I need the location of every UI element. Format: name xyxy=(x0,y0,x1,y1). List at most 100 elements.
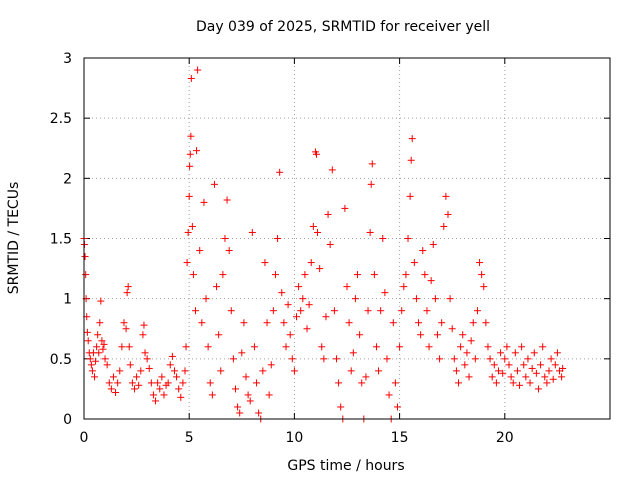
data-point xyxy=(372,343,380,351)
data-point xyxy=(312,150,320,158)
data-point xyxy=(183,259,191,267)
data-point xyxy=(318,343,326,351)
data-point xyxy=(389,319,397,327)
data-point xyxy=(396,343,404,351)
data-point xyxy=(547,355,555,363)
data-point xyxy=(442,192,450,200)
data-point xyxy=(128,379,136,387)
data-point xyxy=(109,373,117,381)
data-point xyxy=(400,283,408,291)
data-point xyxy=(503,343,511,351)
data-point xyxy=(184,228,192,236)
data-point xyxy=(225,247,233,255)
data-point xyxy=(356,331,364,339)
data-point xyxy=(433,331,441,339)
data-point xyxy=(215,331,223,339)
data-point xyxy=(320,355,328,363)
data-point xyxy=(91,373,99,381)
data-point xyxy=(114,379,122,387)
data-point xyxy=(112,389,120,397)
data-point xyxy=(173,373,181,381)
data-point xyxy=(524,355,532,363)
data-point xyxy=(450,355,458,363)
data-point xyxy=(530,349,538,357)
data-point xyxy=(324,210,332,218)
data-point xyxy=(135,381,143,389)
data-point xyxy=(494,367,502,375)
data-point xyxy=(482,319,490,327)
data-point xyxy=(101,355,109,363)
data-point xyxy=(461,361,469,369)
data-point xyxy=(518,343,526,351)
data-point xyxy=(341,204,349,212)
data-point xyxy=(541,373,549,381)
data-point xyxy=(297,307,305,315)
data-point xyxy=(175,385,183,393)
y-tick-label: 0.5 xyxy=(50,352,72,368)
data-point xyxy=(412,295,420,303)
data-point xyxy=(189,271,197,279)
data-point xyxy=(295,283,303,291)
data-point xyxy=(465,373,473,381)
data-point xyxy=(87,361,95,369)
data-point xyxy=(208,391,216,399)
data-point xyxy=(213,283,221,291)
data-point xyxy=(130,385,138,393)
data-point xyxy=(366,228,374,236)
data-point xyxy=(253,379,261,387)
data-point xyxy=(549,375,557,383)
data-point xyxy=(126,361,134,369)
data-point xyxy=(261,259,269,267)
data-point xyxy=(497,349,505,357)
data-point xyxy=(427,277,435,285)
data-point xyxy=(137,367,145,375)
data-point xyxy=(543,379,551,387)
data-point xyxy=(293,313,301,321)
data-point xyxy=(229,355,237,363)
data-point xyxy=(288,355,296,363)
data-point xyxy=(509,379,517,387)
data-point xyxy=(314,228,322,236)
data-point xyxy=(351,295,359,303)
data-point xyxy=(149,391,157,399)
data-point xyxy=(478,271,486,279)
data-point xyxy=(210,180,218,188)
data-point xyxy=(383,355,391,363)
data-point xyxy=(227,307,235,315)
axis-ticks: 0 0.5 1 1.5 2 2.5 3 0 5 10 15 20 xyxy=(50,51,610,446)
data-point xyxy=(202,295,210,303)
data-point xyxy=(124,283,132,291)
data-point xyxy=(204,343,212,351)
data-point xyxy=(154,379,162,387)
data-point xyxy=(526,379,534,387)
y-tick-label: 3 xyxy=(63,51,72,67)
data-point xyxy=(490,361,498,369)
data-point xyxy=(238,349,246,357)
data-point xyxy=(263,319,271,327)
data-point xyxy=(467,337,475,345)
data-point xyxy=(93,343,101,351)
data-point xyxy=(140,321,148,329)
data-point xyxy=(103,361,111,369)
data-point xyxy=(88,367,96,375)
data-point xyxy=(322,313,330,321)
data-points xyxy=(80,66,567,423)
data-point xyxy=(185,192,193,200)
data-point xyxy=(391,379,399,387)
data-point xyxy=(181,367,189,375)
data-point xyxy=(436,355,444,363)
data-point xyxy=(125,343,133,351)
data-point xyxy=(92,357,100,365)
data-point xyxy=(158,373,166,381)
data-point xyxy=(276,168,284,176)
x-tick-label: 20 xyxy=(496,430,514,446)
data-point xyxy=(484,343,492,351)
data-point xyxy=(164,379,172,387)
data-point xyxy=(152,397,160,405)
data-point xyxy=(250,343,258,351)
data-point xyxy=(179,379,187,387)
data-point xyxy=(248,228,256,236)
x-tick-label: 15 xyxy=(391,430,409,446)
data-point xyxy=(274,235,282,242)
data-point xyxy=(488,373,496,381)
